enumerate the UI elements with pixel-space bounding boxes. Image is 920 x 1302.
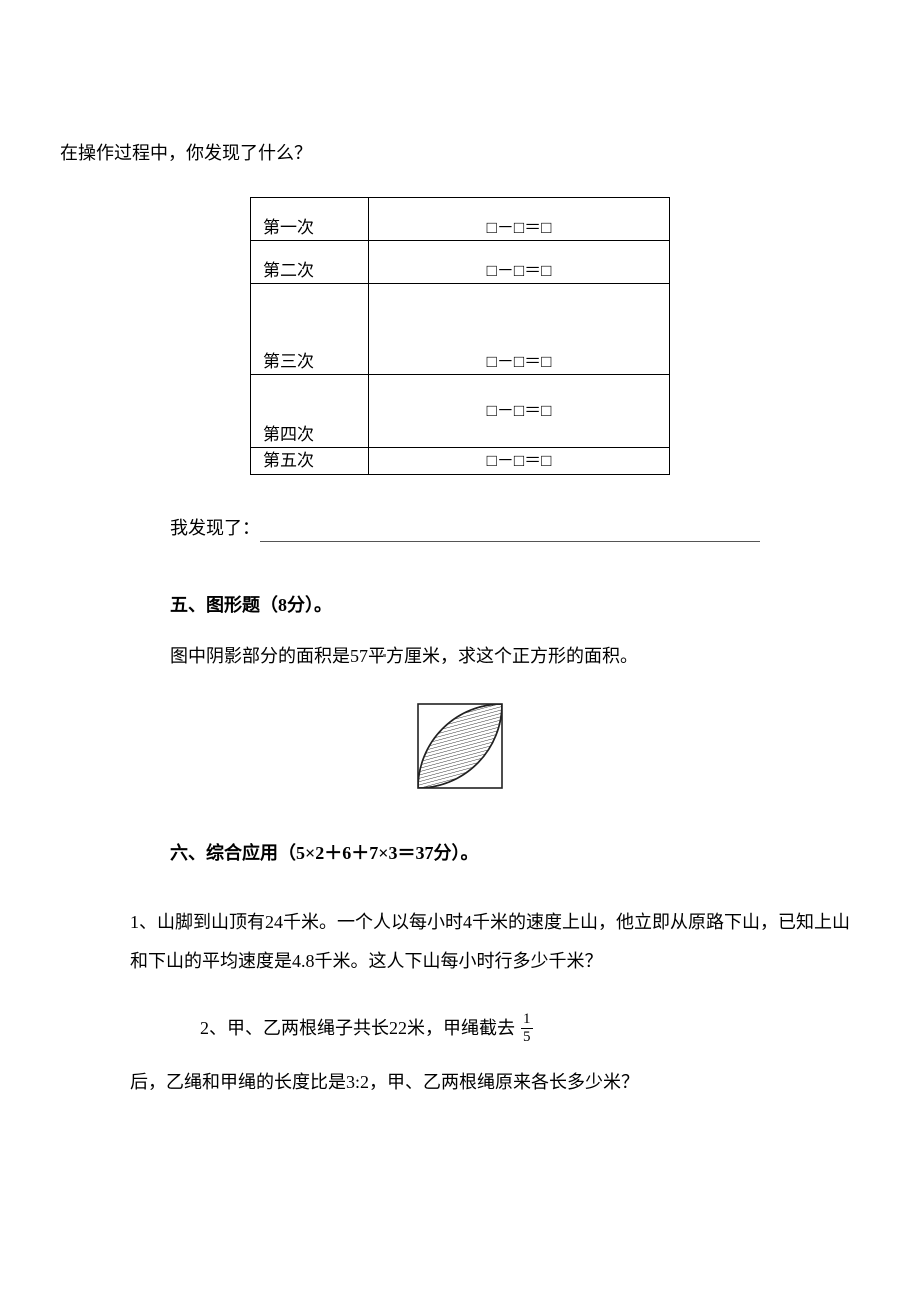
discover-line: 我发现了：: [170, 515, 860, 542]
row-label: 第四次: [251, 375, 369, 448]
blank-underline: [260, 521, 760, 542]
intro-text: 在操作过程中，你发现了什么？: [60, 140, 860, 167]
row-label: 第三次: [251, 284, 369, 375]
row-expr: □－□＝□: [368, 241, 669, 284]
discover-prefix: 我发现了：: [170, 518, 260, 538]
row-expr: □－□＝□: [368, 375, 669, 448]
q2-line1: 2、甲、乙两根绳子共长22米，甲绳截去 1 5: [200, 1012, 860, 1045]
row-label: 第二次: [251, 241, 369, 284]
fraction-denominator: 5: [521, 1029, 533, 1045]
table-row: 第二次 □－□＝□: [251, 241, 670, 284]
section5-body: 图中阴影部分的面积是57平方厘米，求这个正方形的面积。: [170, 643, 860, 670]
section5-title: 五、图形题（8分）。: [170, 592, 860, 619]
dot-marker: [383, 654, 386, 657]
section5-body-text: 图中阴影部分的面积是57平方厘米，求这个正方形的面积。: [170, 646, 638, 666]
figure-wrap: [60, 700, 860, 800]
q2-prefix: 2、甲、乙两根绳子共长22米，甲绳截去: [200, 1015, 515, 1042]
fraction-one-fifth: 1 5: [521, 1012, 533, 1045]
row-label: 第五次: [251, 448, 369, 475]
row-expr: □－□＝□: [368, 284, 669, 375]
row-label: 第一次: [251, 198, 369, 241]
table-row: 第三次 □－□＝□: [251, 284, 670, 375]
q1-text: 1、山脚到山顶有24千米。一个人以每小时4千米的速度上山，他立即从原路下山，已知…: [130, 903, 860, 982]
table-row: 第一次 □－□＝□: [251, 198, 670, 241]
square-arcs-figure: [414, 700, 506, 792]
q2-line2: 后，乙绳和甲绳的长度比是3:2，甲、乙两根绳原来各长多少米？: [130, 1063, 860, 1103]
fraction-numerator: 1: [521, 1012, 533, 1028]
row-expr: □－□＝□: [368, 448, 669, 475]
section6-title: 六、综合应用（5×2＋6＋7×3＝37分）。: [170, 840, 860, 867]
table-row: 第四次 □－□＝□: [251, 375, 670, 448]
operation-table: 第一次 □－□＝□ 第二次 □－□＝□ 第三次 □－□＝□ 第四次 □－□＝□ …: [250, 197, 670, 475]
row-expr: □－□＝□: [368, 198, 669, 241]
table-row: 第五次 □－□＝□: [251, 448, 670, 475]
